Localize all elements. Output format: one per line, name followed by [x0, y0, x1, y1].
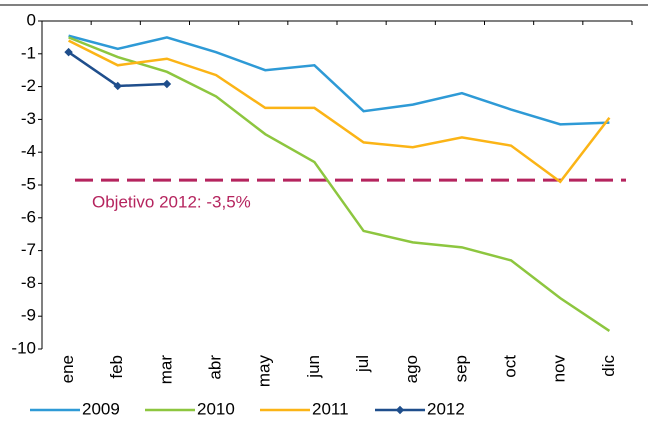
legend-label: 2012 [427, 399, 465, 418]
reference-label: Objetivo 2012: -3,5% [92, 193, 251, 212]
y-tick-label: -1 [21, 43, 36, 62]
y-tick-label: -2 [21, 76, 36, 95]
series-marker [113, 81, 122, 91]
x-tick-label: dic [599, 355, 618, 377]
y-tick-label: -9 [21, 306, 36, 325]
legend-label: 2009 [82, 399, 120, 418]
y-tick-label: -5 [21, 174, 36, 193]
x-tick-label: oct [501, 355, 520, 378]
series-line [68, 34, 610, 126]
series-line [68, 36, 611, 332]
x-tick-label: ago [402, 355, 421, 383]
x-tick-label: sep [451, 355, 470, 382]
legend-label: 2011 [312, 399, 349, 418]
x-tick-label: jun [304, 355, 323, 379]
x-tick-label: may [255, 355, 274, 388]
x-tick-label: abr [206, 355, 225, 380]
y-tick-label: -8 [21, 273, 36, 292]
x-tick-label: mar [156, 355, 175, 385]
legend-marker [395, 405, 405, 415]
x-tick-label: feb [107, 355, 126, 379]
x-tick-label: jul [353, 355, 372, 373]
y-tick-label: -10 [11, 338, 36, 357]
y-tick-label: -7 [21, 240, 36, 259]
y-tick-label: -3 [21, 109, 36, 128]
x-tick-label: ene [58, 355, 77, 383]
y-tick-label: -6 [21, 207, 36, 226]
series-marker [162, 79, 172, 89]
series-marker [64, 47, 73, 57]
y-tick-label: 0 [27, 10, 36, 29]
x-tick-label: nov [550, 355, 569, 383]
legend-label: 2010 [197, 399, 235, 418]
series-line [68, 39, 611, 184]
y-tick-label: -4 [21, 142, 36, 161]
